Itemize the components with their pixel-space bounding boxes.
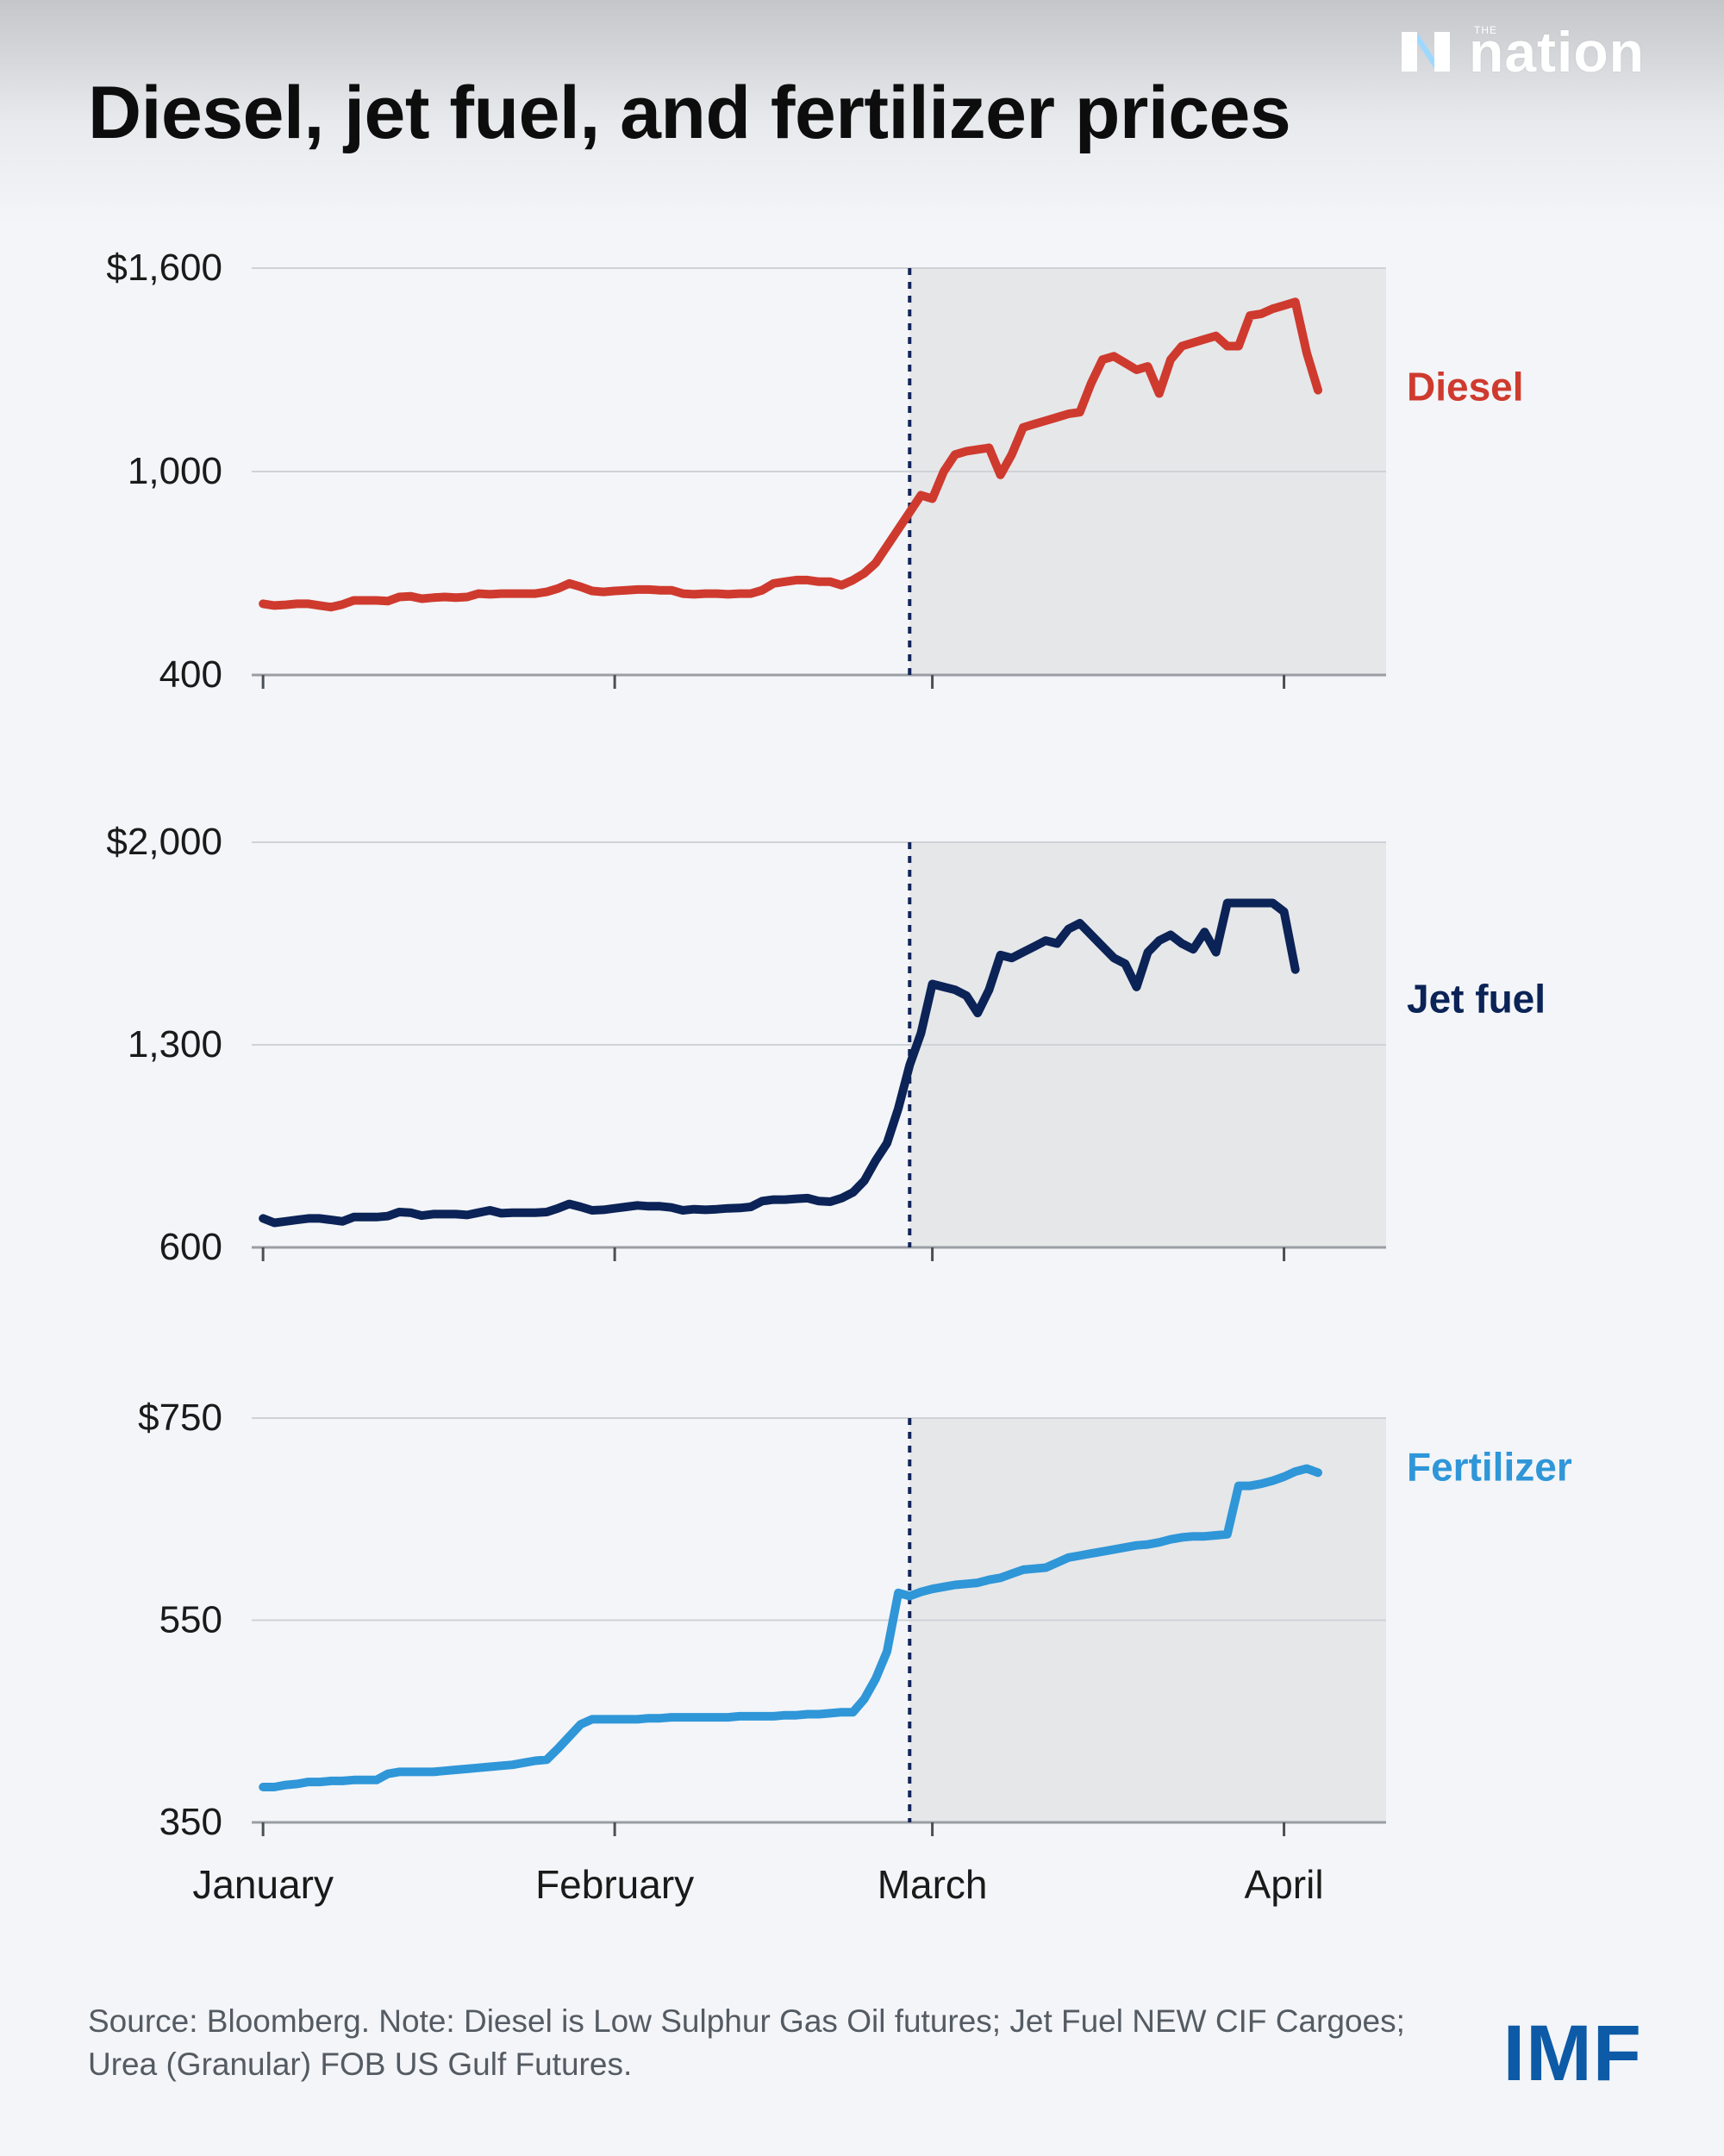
diesel-y-tick-label: $1,600 bbox=[106, 247, 222, 289]
diesel-series-line bbox=[259, 297, 1322, 612]
nation-logo: THE nation bbox=[1398, 19, 1645, 84]
diesel-y-tick-label: 1,000 bbox=[128, 450, 222, 492]
imf-logo: IMF bbox=[1502, 2009, 1642, 2097]
diesel-panel: 400 1,000 $1,600 Diesel bbox=[106, 247, 1523, 696]
jet-fuel-y-tick-label: 1,300 bbox=[128, 1023, 222, 1066]
jet-fuel-y-tick-label: $2,000 bbox=[106, 821, 222, 863]
fertilizer-series-label: Fertilizer bbox=[1407, 1444, 1572, 1489]
jet-fuel-y-tick-label: 600 bbox=[159, 1226, 222, 1268]
fertilizer-y-tick-label: 350 bbox=[159, 1801, 222, 1843]
jet-fuel-series-label: Jet fuel bbox=[1407, 976, 1546, 1021]
x-month-label: January bbox=[192, 1862, 334, 1907]
fertilizer-y-tick-label: $750 bbox=[138, 1397, 222, 1439]
jet-fuel-series-line bbox=[259, 898, 1300, 1228]
fertilizer-series-line bbox=[259, 1464, 1322, 1791]
nation-logo-icon bbox=[1402, 32, 1451, 72]
x-month-label: March bbox=[878, 1862, 988, 1907]
nation-logo-small-text: THE bbox=[1474, 24, 1498, 36]
x-month-label: February bbox=[535, 1862, 694, 1907]
chart-title: Diesel, jet fuel, and fertilizer prices bbox=[88, 72, 1291, 154]
diesel-series-label: Diesel bbox=[1407, 365, 1524, 409]
nation-logo-text: nation bbox=[1469, 20, 1645, 84]
jet-fuel-panel: 600 1,300 $2,000 Jet fuel bbox=[106, 821, 1546, 1268]
fertilizer-panel: 350 550 $750 Fertilizer January February March… bbox=[138, 1397, 1572, 1907]
source-note: Source: Bloomberg. Note: Diesel is Low S… bbox=[88, 2003, 1405, 2082]
fertilizer-y-tick-label: 550 bbox=[159, 1599, 222, 1641]
x-month-label: April bbox=[1245, 1862, 1324, 1907]
diesel-y-tick-label: 400 bbox=[159, 653, 222, 696]
